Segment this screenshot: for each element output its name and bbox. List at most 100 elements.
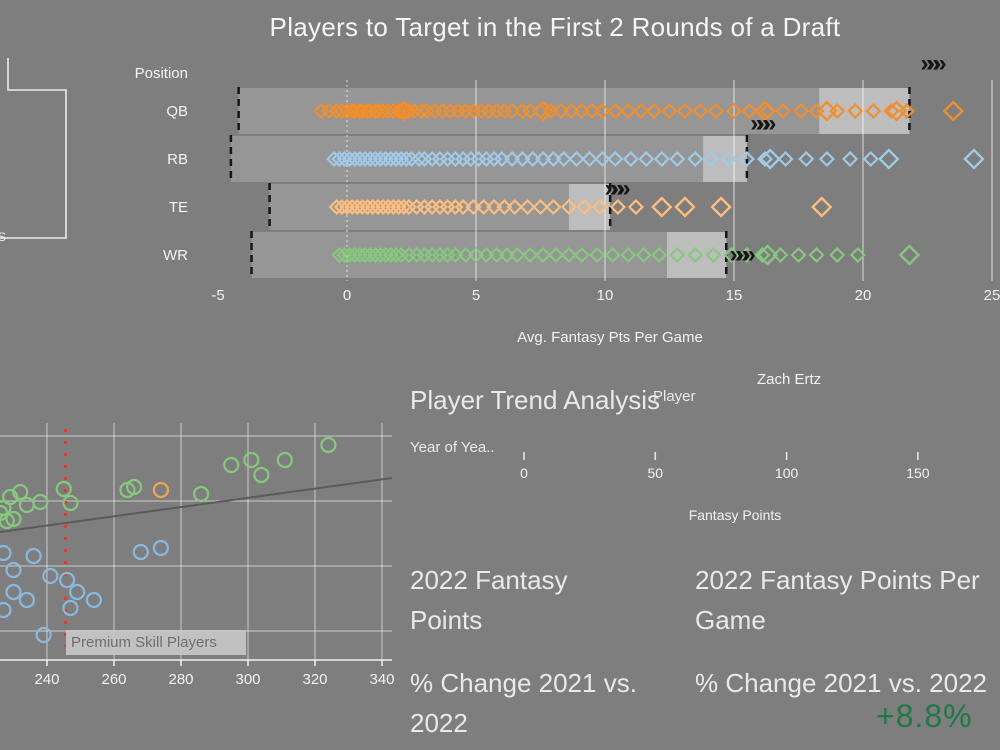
player-diamond-mark[interactable] xyxy=(447,247,464,263)
player-diamond-mark[interactable] xyxy=(563,103,580,119)
player-diamond-mark-large[interactable] xyxy=(393,100,415,122)
player-diamond-mark-large[interactable] xyxy=(885,100,908,122)
player-diamond-mark[interactable] xyxy=(416,151,433,167)
fantasy-points-axis-svg[interactable]: 0 50 100 150 xyxy=(410,448,1000,488)
scatter-point-green[interactable] xyxy=(2,488,19,506)
player-diamond-mark[interactable] xyxy=(372,247,389,263)
player-diamond-mark[interactable] xyxy=(416,199,433,215)
player-diamond-mark[interactable] xyxy=(576,199,593,215)
scatter-point-blue[interactable] xyxy=(25,547,42,565)
scatter-plot-svg[interactable]: 240 260 280 300 320 340 xyxy=(0,415,400,695)
player-diamond-mark[interactable] xyxy=(620,247,637,263)
player-diamond-mark[interactable] xyxy=(627,199,644,215)
strip-row-te[interactable]: »»» xyxy=(268,175,833,231)
player-diamond-mark-large[interactable] xyxy=(754,100,776,122)
player-diamond-mark[interactable] xyxy=(514,103,531,119)
scatter-point-blue[interactable] xyxy=(152,539,169,557)
player-diamond-mark[interactable] xyxy=(488,103,505,119)
player-diamond-mark[interactable] xyxy=(486,151,503,167)
player-diamond-mark[interactable] xyxy=(385,199,402,215)
player-diamond-mark-large[interactable] xyxy=(759,148,781,170)
player-diamond-mark[interactable] xyxy=(468,247,484,263)
player-diamond-mark[interactable] xyxy=(589,247,606,263)
player-diamond-mark-large[interactable] xyxy=(878,148,900,170)
scatter-point-green[interactable] xyxy=(193,485,210,503)
player-diamond-mark[interactable] xyxy=(431,199,448,215)
player-diamond-mark[interactable] xyxy=(424,199,441,215)
player-diamond-mark[interactable] xyxy=(408,199,425,215)
player-diamond-mark[interactable] xyxy=(504,103,521,119)
player-diamond-mark[interactable] xyxy=(604,247,621,263)
player-diamond-mark-large[interactable] xyxy=(756,244,779,266)
player-diamond-mark[interactable] xyxy=(431,151,448,167)
player-diamond-mark[interactable] xyxy=(382,151,399,167)
scatter-point-blue[interactable] xyxy=(62,599,79,617)
player-diamond-mark[interactable] xyxy=(622,151,639,167)
player-diamond-mark[interactable] xyxy=(328,103,345,119)
player-diamond-mark[interactable] xyxy=(395,103,412,119)
player-diamond-mark[interactable] xyxy=(424,151,441,167)
player-diamond-mark[interactable] xyxy=(847,103,864,119)
player-diamond-mark[interactable] xyxy=(351,103,368,119)
player-diamond-mark[interactable] xyxy=(400,247,417,263)
player-diamond-mark[interactable] xyxy=(842,151,859,167)
player-diamond-mark[interactable] xyxy=(646,103,663,119)
player-diamond-mark[interactable] xyxy=(367,151,384,167)
scatter-point-blue[interactable] xyxy=(58,571,76,589)
player-diamond-mark[interactable] xyxy=(346,247,363,263)
player-diamond-mark[interactable] xyxy=(772,247,789,263)
scatter-point-green[interactable] xyxy=(276,451,293,469)
player-diamond-mark[interactable] xyxy=(705,247,722,263)
player-diamond-mark[interactable] xyxy=(478,151,495,167)
player-diamond-mark[interactable] xyxy=(849,247,866,263)
player-diamond-mark[interactable] xyxy=(447,199,464,215)
player-diamond-mark[interactable] xyxy=(362,151,379,167)
player-diamond-mark[interactable] xyxy=(369,199,386,215)
player-diamond-mark[interactable] xyxy=(465,199,482,215)
player-diamond-mark[interactable] xyxy=(408,247,425,263)
strip-row-rb[interactable]: »»» xyxy=(229,110,985,183)
player-diamond-mark[interactable] xyxy=(829,103,846,119)
player-diamond-mark[interactable] xyxy=(609,199,626,215)
player-diamond-mark[interactable] xyxy=(455,199,472,215)
player-diamond-mark[interactable] xyxy=(439,247,456,263)
player-diamond-mark[interactable] xyxy=(426,103,443,119)
scatter-point-blue[interactable] xyxy=(132,543,149,561)
player-diamond-mark[interactable] xyxy=(349,199,366,215)
player-diamond-mark[interactable] xyxy=(486,199,503,215)
scatter-point-green[interactable] xyxy=(32,493,49,511)
player-diamond-mark[interactable] xyxy=(393,247,410,263)
scatter-point-blue[interactable] xyxy=(35,626,52,644)
player-diamond-mark[interactable] xyxy=(573,103,590,119)
player-diamond-mark[interactable] xyxy=(607,151,624,167)
player-diamond-mark[interactable] xyxy=(393,151,410,167)
player-diamond-mark[interactable] xyxy=(390,199,407,215)
player-diamond-mark-large[interactable] xyxy=(811,196,833,218)
player-diamond-mark-large[interactable] xyxy=(710,196,732,218)
player-diamond-mark[interactable] xyxy=(470,151,487,167)
player-diamond-mark[interactable] xyxy=(341,247,358,263)
player-diamond-mark[interactable] xyxy=(687,151,704,167)
player-diamond-mark[interactable] xyxy=(351,247,368,263)
player-diamond-mark[interactable] xyxy=(328,199,345,215)
player-diamond-mark[interactable] xyxy=(377,247,394,263)
scatter-point-green[interactable] xyxy=(62,494,79,512)
player-diamond-mark[interactable] xyxy=(687,247,704,263)
player-diamond-mark[interactable] xyxy=(385,103,402,119)
scatter-point-blue[interactable] xyxy=(69,583,86,601)
scatter-point-green[interactable] xyxy=(12,483,29,501)
player-diamond-mark[interactable] xyxy=(416,247,433,263)
player-diamond-mark[interactable] xyxy=(635,247,652,263)
scatter-point-green[interactable] xyxy=(223,456,240,474)
player-diamond-mark[interactable] xyxy=(457,247,474,263)
player-diamond-mark[interactable] xyxy=(339,199,355,215)
player-diamond-mark[interactable] xyxy=(738,151,755,167)
player-diamond-mark[interactable] xyxy=(535,151,552,167)
player-diamond-mark-large[interactable] xyxy=(963,148,985,170)
player-diamond-mark[interactable] xyxy=(369,103,386,119)
player-diamond-mark[interactable] xyxy=(354,199,371,215)
player-diamond-mark[interactable] xyxy=(793,103,810,119)
player-diamond-mark[interactable] xyxy=(346,151,363,167)
player-diamond-mark[interactable] xyxy=(434,103,451,119)
scatter-point-blue[interactable] xyxy=(5,583,22,601)
